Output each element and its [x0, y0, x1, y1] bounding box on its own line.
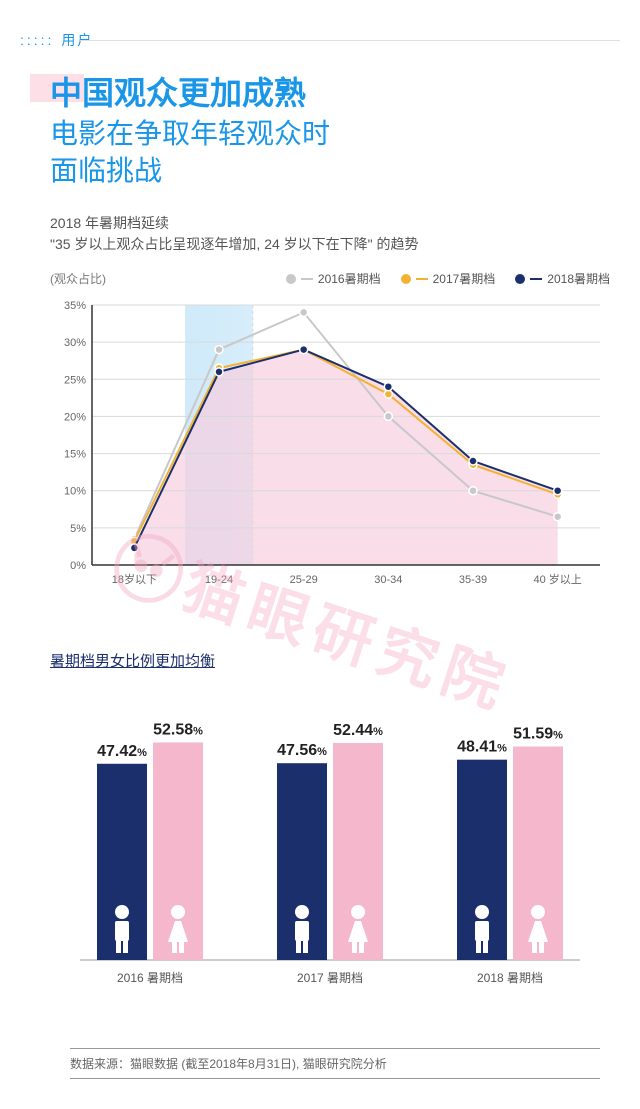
- svg-text:19-24: 19-24: [205, 574, 233, 586]
- legend-item: 2018暑期档: [515, 270, 610, 287]
- svg-text:35%: 35%: [64, 300, 86, 312]
- svg-text:20%: 20%: [64, 411, 86, 423]
- section-divider: [80, 40, 620, 41]
- svg-text:52.44%: 52.44%: [333, 722, 383, 739]
- svg-text:47.42%: 47.42%: [97, 743, 147, 760]
- source-citation: 数据来源：猫眼数据 (截至2018年8月31日), 猫眼研究院分析: [70, 1048, 600, 1079]
- svg-text:2018 暑期档: 2018 暑期档: [477, 971, 543, 985]
- svg-text:35-39: 35-39: [459, 574, 487, 586]
- bar-chart-title: 暑期档男女比例更加均衡: [50, 650, 215, 671]
- svg-text:52.58%: 52.58%: [153, 721, 203, 738]
- svg-text:0%: 0%: [70, 560, 86, 572]
- y-axis-label: (观众占比): [50, 270, 106, 287]
- legend: 2016暑期档 2017暑期档 2018暑期档: [286, 270, 610, 287]
- line-chart-desc: 2018 年暑期档延续 "35 岁以上观众占比呈现逐年增加, 24 岁以下在下降…: [50, 213, 419, 255]
- title-line2: 电影在争取年轻观众时: [50, 116, 330, 151]
- svg-text:48.41%: 48.41%: [457, 739, 507, 756]
- svg-text:18岁以下: 18岁以下: [112, 572, 157, 586]
- svg-text:30%: 30%: [64, 337, 86, 349]
- svg-text:10%: 10%: [64, 486, 86, 498]
- svg-text:15%: 15%: [64, 449, 86, 461]
- svg-text:25%: 25%: [64, 374, 86, 386]
- title-block: 中国观众更加成熟 电影在争取年轻观众时 面临挑战: [50, 68, 330, 188]
- desc-line2: "35 岁以上观众占比呈现逐年增加, 24 岁以下在下降" 的趋势: [50, 234, 419, 255]
- desc-line1: 2018 年暑期档延续: [50, 213, 419, 234]
- svg-text:47.56%: 47.56%: [277, 742, 327, 759]
- svg-text:25-29: 25-29: [290, 574, 318, 586]
- svg-text:5%: 5%: [70, 523, 86, 535]
- legend-row: (观众占比) 2016暑期档 2017暑期档 2018暑期档: [50, 270, 610, 287]
- line-chart: 0% 5% 10% 15% 20% 25% 30% 35% 18岁以下 19-24 25-29 30-…: [50, 295, 610, 595]
- svg-text:51.59%: 51.59%: [513, 726, 563, 743]
- title-line1: 中国观众更加成熟: [50, 68, 330, 114]
- svg-text:2017 暑期档: 2017 暑期档: [297, 971, 363, 985]
- svg-text:40 岁以上: 40 岁以上: [534, 572, 582, 586]
- bar-chart: 47.42% 52.58% 2016 暑期档 47.56% 52.44%: [50, 680, 610, 1010]
- svg-text:30-34: 30-34: [374, 574, 402, 586]
- legend-item: 2017暑期档: [401, 270, 496, 287]
- title-line3: 面临挑战: [50, 153, 330, 188]
- svg-text:2016 暑期档: 2016 暑期档: [117, 971, 183, 985]
- legend-item: 2016暑期档: [286, 270, 381, 287]
